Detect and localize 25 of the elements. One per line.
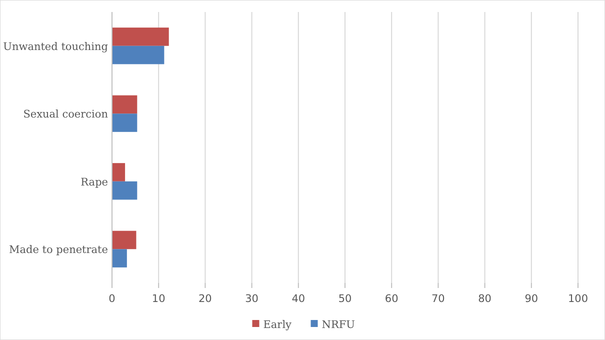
x-tick-label: 10	[152, 293, 166, 305]
y-tick-label: Unwanted touching	[3, 40, 108, 53]
legend-label: Early	[263, 319, 292, 331]
x-tick-label: 0	[108, 293, 116, 305]
x-tick-label: 80	[478, 293, 492, 305]
x-tick-label: 90	[524, 293, 538, 305]
bar	[112, 181, 138, 200]
bar	[112, 114, 138, 132]
bar	[112, 95, 138, 114]
x-tick-label: 50	[338, 293, 352, 305]
legend-label: NRFU	[322, 319, 356, 331]
bar	[112, 163, 126, 182]
x-tick-label: 70	[432, 293, 445, 305]
x-tick-label: 20	[198, 293, 212, 305]
bar	[112, 46, 164, 64]
bar	[112, 28, 169, 46]
bar	[112, 249, 127, 268]
bar	[112, 230, 136, 250]
x-tick-label: 30	[245, 293, 258, 305]
y-tick-label: Rape	[80, 176, 108, 188]
y-tick-label: Made to penetrate	[8, 244, 108, 256]
x-tick-label: 100	[568, 293, 588, 305]
x-tick-label: 60	[384, 293, 398, 305]
x-tick-label: 40	[292, 293, 306, 305]
y-tick-label: Sexual coercion	[23, 108, 108, 121]
